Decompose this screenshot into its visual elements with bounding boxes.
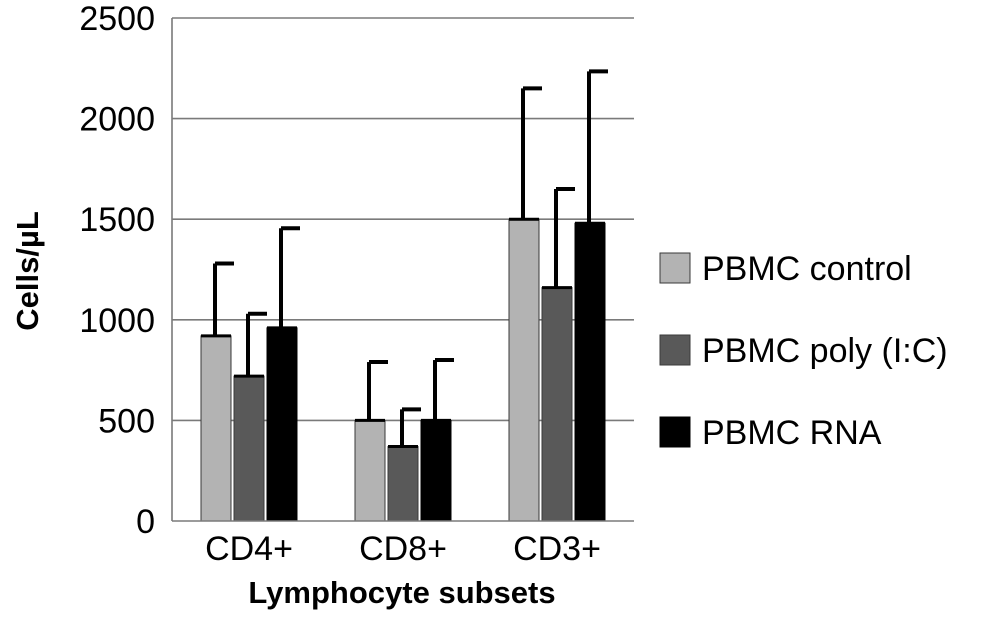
y-tick-label: 1500: [79, 201, 155, 239]
x-tick-label: CD4+: [205, 530, 293, 568]
legend-swatch: [659, 334, 691, 366]
y-tick-label: 1000: [79, 302, 155, 340]
bar: [420, 419, 452, 522]
bars: [200, 218, 606, 522]
y-tick-label: 2000: [79, 101, 155, 139]
bar: [354, 419, 386, 522]
x-tick-label: CD8+: [359, 530, 447, 568]
y-tick-label: 2500: [79, 0, 155, 38]
legend-swatch: [659, 416, 691, 448]
legend-label: PBMC control: [702, 250, 912, 288]
y-tick-label: 0: [136, 503, 155, 541]
legend-label: PBMC RNA: [702, 414, 882, 452]
bar: [508, 218, 540, 522]
axes: [171, 18, 634, 522]
x-tick-label: CD3+: [513, 530, 601, 568]
y-tick-labels: 0 500 1000 1500 2000 2500: [79, 0, 155, 541]
x-tick-labels: CD4+ CD8+ CD3+: [205, 530, 601, 568]
y-axis-label: Cells/µL: [10, 211, 45, 331]
error-bars: [201, 69, 608, 449]
legend-label: PBMC poly (I:C): [702, 332, 948, 370]
x-axis-label: Lymphocyte subsets: [248, 575, 555, 610]
bar: [574, 222, 606, 522]
legend-swatch: [659, 252, 691, 284]
y-tick-label: 500: [98, 402, 155, 440]
bar: [233, 375, 265, 522]
bar: [387, 446, 419, 522]
bar: [266, 327, 298, 522]
legend: PBMC control PBMC poly (I:C) PBMC RNA: [659, 250, 948, 452]
bar: [541, 287, 573, 522]
bar: [200, 335, 232, 522]
